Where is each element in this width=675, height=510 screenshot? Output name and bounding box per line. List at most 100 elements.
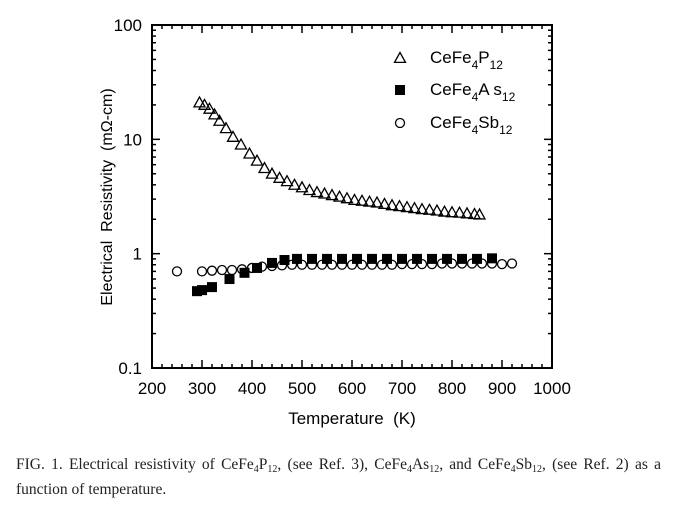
x-tick-label: 300 (188, 379, 216, 398)
data-point-CeFe4Sb12 (446, 258, 458, 269)
data-point-CeFe4Sb12 (226, 264, 238, 276)
data-point-CeFe4P12 (280, 174, 294, 187)
data-point-CeFe4As12 (472, 253, 482, 264)
data-point-CeFe4As12 (322, 253, 332, 264)
data-point-CeFe4Sb12 (506, 258, 518, 269)
x-tick-label: 900 (488, 379, 516, 398)
data-point-CeFe4P12 (317, 186, 332, 199)
legend-label-CeFe4Sb12: CeFe4Sb12 (430, 113, 513, 137)
data-point-CeFe4P12 (212, 114, 227, 126)
data-point-CeFe4As12 (352, 253, 362, 264)
data-point-CeFe4Sb12 (496, 258, 508, 270)
data-point-CeFe4P12 (355, 193, 369, 206)
data-point-CeFe4As12 (412, 253, 422, 264)
data-point-CeFe4As12 (487, 253, 497, 264)
data-point-CeFe4P12 (422, 202, 437, 215)
x-tick-label: 400 (238, 379, 266, 398)
x-axis-label: Temperature (K) (288, 409, 416, 428)
data-point-CeFe4P12 (415, 202, 429, 215)
data-point-CeFe4As12 (367, 253, 377, 264)
data-point-CeFe4Sb12 (316, 259, 328, 270)
data-point-CeFe4P12 (472, 207, 487, 220)
data-point-CeFe4P12 (207, 107, 222, 120)
data-point-CeFe4P12 (392, 199, 407, 212)
data-point-CeFe4Sb12 (376, 259, 388, 270)
data-point-CeFe4Sb12 (236, 264, 248, 275)
y-tick-label: 0.1 (118, 359, 142, 378)
data-point-CeFe4P12 (437, 204, 452, 217)
data-point-CeFe4As12 (279, 255, 290, 266)
data-point-CeFe4P12 (226, 130, 240, 142)
data-markers (171, 95, 518, 297)
data-point-CeFe4P12 (377, 197, 392, 210)
axis-tick-labels: 200 300 400 500 600 700 800 900 1000 0.1 1 10 100 (114, 16, 571, 398)
data-point-CeFe4Sb12 (246, 262, 258, 274)
data-point-CeFe4Sb12 (476, 258, 488, 269)
data-point-CeFe4Sb12 (171, 266, 183, 277)
data-point-CeFe4Sb12 (436, 258, 448, 269)
y-tick-label: 10 (123, 130, 142, 149)
data-point-CeFe4P12 (295, 180, 309, 193)
legend-label-CeFe4P12: CeFe4P12 (430, 48, 503, 72)
data-point-CeFe4P12 (197, 98, 212, 110)
data-point-CeFe4P12 (362, 194, 377, 207)
data-point-CeFe4As12 (292, 253, 302, 264)
resistivity-chart: 200 300 400 500 600 700 800 900 1000 0.1 1 10 100 Ce… (99, 16, 571, 428)
data-point-CeFe4P12 (250, 153, 264, 166)
data-point-CeFe4P12 (340, 191, 354, 204)
data-point-CeFe4As12 (307, 253, 317, 264)
data-point-CeFe4Sb12 (266, 260, 278, 272)
data-point-CeFe4Sb12 (326, 259, 338, 270)
legend-label-part: 12 (499, 123, 513, 137)
data-point-CeFe4P12 (332, 189, 347, 202)
legend-marker-CeFe4As12 (395, 85, 405, 95)
data-point-CeFe4P12 (407, 201, 422, 214)
legend-label-part: P (478, 48, 489, 67)
data-point-CeFe4Sb12 (396, 258, 408, 270)
data-point-CeFe4P12 (400, 200, 414, 213)
legend-label-part: CeFe (430, 113, 472, 132)
plot-frame (151, 24, 553, 369)
data-point-CeFe4Sb12 (426, 258, 438, 270)
y-tick-label: 100 (114, 16, 142, 35)
data-point-CeFe4P12 (445, 205, 459, 218)
x-tick-label: 200 (138, 379, 166, 398)
data-point-CeFe4As12 (397, 253, 407, 264)
data-point-CeFe4P12 (202, 101, 217, 114)
legend-label-part: 4 (472, 58, 479, 72)
data-point-CeFe4Sb12 (416, 258, 428, 270)
data-point-CeFe4P12 (370, 195, 384, 208)
legend-label-part: 4 (472, 90, 479, 104)
data-point-CeFe4Sb12 (216, 264, 228, 276)
x-tick-label: 600 (338, 379, 366, 398)
data-point-CeFe4As12 (267, 257, 277, 268)
legend-label-part: 4 (472, 123, 479, 137)
data-point-CeFe4P12 (310, 185, 324, 198)
data-point-CeFe4P12 (219, 121, 233, 134)
data-point-CeFe4Sb12 (366, 259, 378, 270)
legend-label-part: 12 (490, 58, 504, 72)
data-point-CeFe4P12 (347, 193, 362, 206)
data-point-CeFe4Sb12 (456, 258, 468, 269)
y-axis-label: Electrical Resistivity (mΩ-cm) (99, 88, 116, 305)
legend-label-part: Sb (478, 113, 499, 132)
legend-label-part: 12 (502, 90, 516, 104)
data-point-CeFe4Sb12 (196, 266, 208, 277)
data-point-CeFe4P12 (287, 177, 302, 190)
data-point-CeFe4Sb12 (276, 260, 288, 271)
data-point-CeFe4Sb12 (296, 259, 308, 270)
data-point-CeFe4As12 (382, 253, 392, 264)
x-tick-label: 700 (388, 379, 416, 398)
y-tick-label: 1 (133, 245, 142, 264)
data-point-CeFe4Sb12 (386, 259, 398, 270)
data-point-CeFe4Sb12 (466, 258, 478, 269)
legend-label-CeFe4As12: CeFe4A s12 (430, 80, 516, 104)
data-point-CeFe4P12 (302, 183, 317, 196)
data-point-CeFe4Sb12 (206, 265, 218, 276)
legend-marker-CeFe4Sb12 (394, 117, 406, 129)
data-point-CeFe4Sb12 (336, 259, 348, 270)
data-point-CeFe4P12 (385, 198, 399, 211)
x-tick-label: 1000 (533, 379, 571, 398)
data-point-CeFe4Sb12 (356, 259, 368, 270)
